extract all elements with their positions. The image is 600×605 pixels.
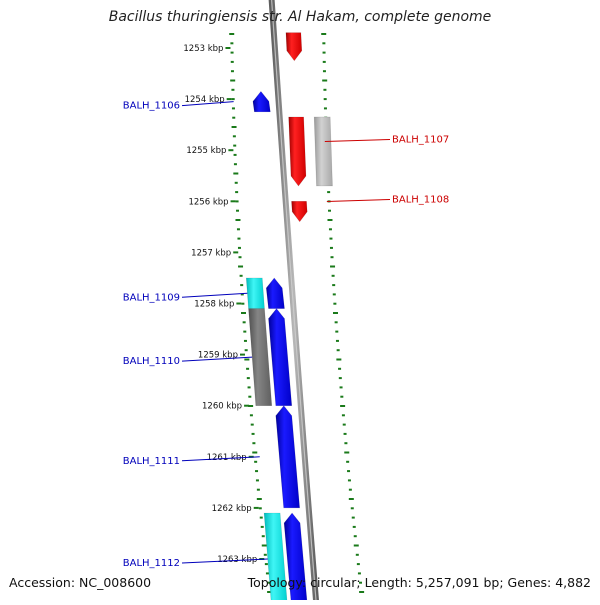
leader-line: [181, 456, 260, 462]
scale-tick-label: 1256 kbp: [188, 197, 228, 207]
scale-tick-label: 1253 kbp: [183, 44, 223, 54]
scale-tick-label: 1260 kbp: [202, 402, 242, 412]
feature-cds-1111[interactable]: [275, 405, 301, 509]
feature-feat-1107-gray[interactable]: [313, 116, 333, 187]
feature-layer: [245, 32, 333, 605]
gene-label[interactable]: BALH_1110: [123, 356, 180, 367]
gene-label[interactable]: BALH_1107: [392, 134, 449, 145]
genome-summary-text: Topology: circular; Length: 5,257,091 bp…: [247, 575, 591, 590]
leader-line: [181, 292, 248, 298]
scale-tick-label: 1254 kbp: [185, 95, 225, 105]
scale-tick-label: 1255 kbp: [186, 146, 226, 156]
genome-backbone-highlight: [271, 0, 317, 605]
leader-line: [181, 558, 268, 564]
gene-label[interactable]: BALH_1111: [123, 456, 180, 467]
feature-cds-1109[interactable]: [265, 277, 285, 309]
feature-cds-1106[interactable]: [252, 90, 271, 113]
scale-tick-label: 1258 kbp: [194, 300, 234, 310]
gene-label[interactable]: BALH_1106: [123, 101, 180, 112]
tick-layer: 1253 kbp 1254 kbp 1255 kbp 1256 kbp 1257 kbp…: [183, 33, 365, 593]
scale-tick-label: 1257 kbp: [191, 248, 231, 258]
leader-line: [181, 101, 234, 107]
gene-label[interactable]: BALH_1112: [123, 558, 180, 569]
feature-feat-1109-cyan[interactable]: [245, 277, 265, 309]
scale-tick-label: 1259 kbp: [198, 351, 238, 361]
gene-label[interactable]: BALH_1109: [123, 292, 180, 303]
genome-title: Bacillus thuringiensis str. Al Hakam, co…: [108, 9, 492, 25]
leader-line: [324, 138, 391, 142]
feature-cds-1108[interactable]: [291, 201, 308, 223]
feature-cds-1110[interactable]: [268, 308, 293, 407]
feature-cds-top[interactable]: [285, 32, 303, 62]
scale-tick-label: 1262 kbp: [212, 504, 252, 514]
feature-feat-1110-gray[interactable]: [248, 308, 273, 407]
scale-tick-label: 1261 kbp: [207, 453, 247, 463]
accession-text: Accession: NC_008600: [9, 575, 152, 590]
feature-cds-1107[interactable]: [288, 116, 307, 187]
leader-line: [326, 199, 391, 203]
gene-label[interactable]: BALH_1108: [392, 195, 449, 206]
label-layer: BALH_1106 BALH_1107 BALH_1108 BALH_1109 BALH…: [123, 101, 450, 569]
leader-line: [181, 356, 253, 362]
backbone-layer: [268, 0, 320, 605]
